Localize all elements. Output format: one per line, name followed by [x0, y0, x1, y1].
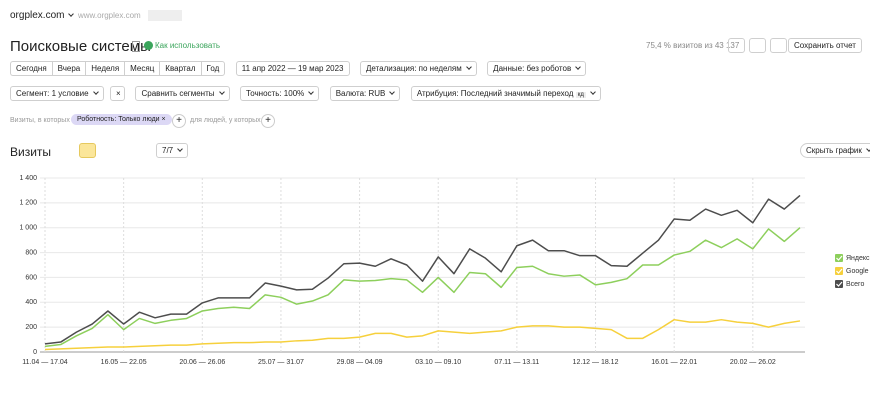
period-button[interactable]: Месяц — [124, 61, 160, 76]
x-tick-label: 11.04 — 17.04 — [22, 359, 68, 366]
save-button[interactable]: Сохранить отчет — [788, 38, 862, 53]
filter-suffix: для людей, у которых — [190, 117, 261, 124]
filter-chip[interactable]: Роботность: Только люди × — [71, 114, 172, 125]
period-button[interactable]: Вчера — [51, 61, 86, 76]
legend-swatch — [835, 267, 843, 275]
blurred-box — [148, 10, 182, 21]
site[interactable]: orgplex.com — [10, 10, 73, 21]
attribution: Атрибуция: Последний значимый переход — [416, 89, 574, 98]
x-tick-label: 03.10 — 09.10 — [415, 359, 461, 366]
y-tick-label: 1 000 — [19, 225, 37, 232]
period-button[interactable]: Год — [200, 61, 226, 76]
currency-select[interactable]: Валюта: RUB — [329, 86, 401, 101]
share-button[interactable] — [770, 38, 787, 53]
legend-swatch — [835, 254, 843, 262]
legend-check — [836, 255, 843, 261]
y-tick-label: 1 400 — [19, 175, 37, 182]
series-count[interactable]: 7/7 — [156, 143, 189, 158]
x-tick-label: 25.07 — 31.07 — [258, 359, 304, 366]
series-line — [44, 318, 801, 351]
filter-chip-label: Роботность: Только люди — [77, 116, 160, 123]
export-button[interactable] — [749, 38, 766, 53]
series-line — [44, 227, 801, 348]
series-line — [44, 194, 801, 345]
attribution-badge: кд — [575, 92, 586, 98]
action-icons — [724, 38, 787, 56]
detail-select[interactable]: Детализация: по неделям — [359, 61, 477, 76]
legend-label: Google — [846, 268, 869, 275]
y-tick-label: 200 — [25, 324, 37, 331]
legend-label: Всего — [846, 281, 864, 288]
y-tick-label: 600 — [25, 274, 37, 281]
visits-share: 75,4 % визитов из 43 137 — [646, 41, 740, 50]
toolbar: Сегодня Вчера Неделя Месяц Квартал Год 11 апр… — [10, 61, 592, 79]
bookmark-icon[interactable] — [132, 41, 140, 52]
history-button[interactable] — [728, 38, 745, 53]
y-tick-label: 1 200 — [19, 200, 37, 207]
page-title: Поисковые системы — [10, 38, 151, 55]
x-tick-label: 12.12 — 18.12 — [573, 359, 619, 366]
accuracy-select[interactable]: Точность: 100% — [239, 86, 320, 101]
x-tick-label: 29.08 — 04.09 — [337, 359, 383, 366]
x-tick-label: 20.06 — 26.06 — [179, 359, 225, 366]
data-filter-select[interactable]: Данные: без роботов — [487, 61, 587, 76]
period-group: Сегодня Вчера Неделя Месяц Квартал Год — [10, 61, 226, 78]
x-tick-label: 16.01 — 22.01 — [651, 359, 697, 366]
period-button[interactable]: Неделя — [85, 61, 125, 76]
legend-check — [836, 281, 843, 287]
chart-type-icons — [54, 143, 159, 161]
x-tick-label: 20.02 — 26.02 — [730, 359, 776, 366]
site-select[interactable]: orgplex.com — [10, 10, 73, 21]
y-tick-label: 400 — [25, 299, 37, 306]
line-icon[interactable] — [79, 143, 96, 158]
attribution-select[interactable]: Атрибуция: Последний значимый переход кд — [410, 86, 601, 101]
check-icon — [144, 41, 153, 50]
y-tick-label: 800 — [25, 249, 37, 256]
x-tick-label: 07.11 — 13.11 — [494, 359, 539, 366]
clear-segment[interactable]: × — [110, 86, 126, 101]
compare-select[interactable]: Сравнить сегменты — [135, 86, 230, 101]
legend-check — [836, 268, 843, 274]
x-tick-label: 16.05 — 22.05 — [101, 359, 147, 366]
section-title: Визиты — [10, 145, 52, 159]
period-button[interactable]: Сегодня — [10, 61, 52, 76]
segment-select[interactable]: Сегмент: 1 условие — [10, 86, 104, 101]
add-user-filter[interactable]: + — [261, 114, 275, 128]
how-to-use-link[interactable]: Как использовать — [155, 41, 221, 50]
y-tick-label: 0 — [33, 349, 37, 356]
add-filter[interactable]: + — [172, 114, 186, 128]
period-button[interactable]: Квартал — [159, 61, 201, 76]
site-alias: www.orgplex.com — [78, 11, 141, 20]
segment-bar: Сегмент: 1 условие × Сравнить сегменты Т… — [10, 86, 607, 104]
legend-label: Яндекс — [846, 255, 870, 262]
date-range[interactable]: 11 апр 2022 — 19 мар 2023 — [235, 61, 350, 76]
hide-chart-button[interactable]: Скрыть график — [800, 143, 870, 158]
filter-prefix: Визиты, в которых — [10, 117, 70, 124]
legend-swatch — [835, 280, 843, 288]
